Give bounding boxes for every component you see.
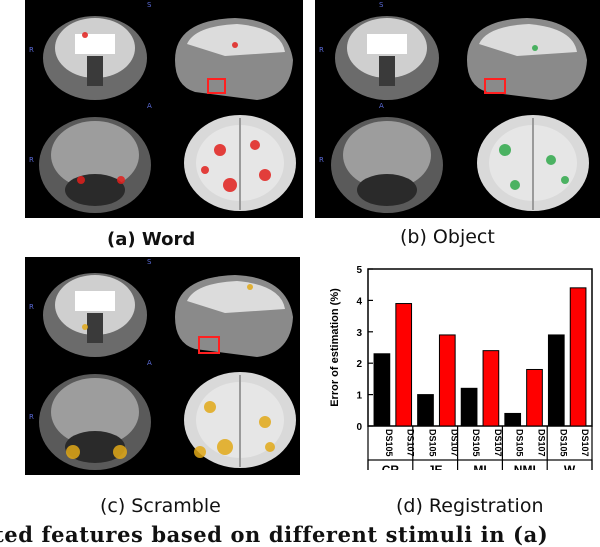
activation-blob [194, 446, 206, 458]
activation-blob [259, 416, 271, 428]
roi-box [207, 78, 226, 94]
activation-blob [247, 284, 253, 290]
y-tick-label: 1 [356, 391, 362, 402]
y-tick-label: 4 [356, 296, 362, 307]
brain-panel-word: S R A R [25, 0, 303, 218]
activation-blob [561, 176, 569, 184]
x-tick-label: DS105 [558, 429, 568, 457]
chart-bars [373, 287, 587, 427]
y-axis-label: Error of estimation (%) [329, 288, 341, 407]
x-tick-label: DS107 [406, 429, 416, 457]
activation-blob [259, 169, 271, 181]
bar-ds107-je [438, 334, 456, 427]
y-tick-label: 2 [356, 359, 362, 370]
x-tick-label: DS105 [515, 429, 525, 457]
coronal-slice [335, 16, 439, 100]
x-tick-label: DS107 [580, 429, 590, 457]
y-tick-label: 0 [356, 422, 362, 433]
plot-frame [367, 268, 593, 427]
activation-blob [82, 324, 88, 330]
activation-blob [66, 445, 80, 459]
brain-panel-scramble: S R A R [25, 257, 300, 475]
bar-ds107-cr [395, 303, 413, 427]
activation-blob [250, 140, 260, 150]
group-label: JE [428, 463, 443, 470]
activation-blob [532, 45, 538, 51]
roi-box [484, 78, 506, 94]
orient-label-a: A [379, 102, 384, 110]
caption-a: (a) Word [107, 229, 196, 250]
caption-c: (c) Scramble [100, 495, 221, 517]
x-tick-label: DS107 [449, 429, 459, 457]
orient-label-a: A [147, 359, 152, 367]
activation-blob [217, 439, 233, 455]
activation-blob [265, 442, 275, 452]
orient-label-r: R [319, 46, 324, 54]
orient-label-r: R [29, 46, 34, 54]
axial-slice [39, 117, 151, 213]
coronal-slice [43, 273, 147, 357]
sagittal-slice [175, 18, 293, 100]
bar-ds107-mi [482, 350, 500, 427]
bar-ds105-cr [373, 353, 391, 427]
activation-blob [77, 176, 85, 184]
3d-render [477, 115, 589, 211]
y-tick-label: 3 [356, 328, 362, 339]
bar-ds105-w [547, 334, 565, 427]
orient-label-s: S [379, 1, 384, 9]
brain-scan-scramble: S R A R [29, 258, 296, 470]
orient-label-r2: R [29, 156, 34, 164]
brain-panel-object: S R A R [315, 0, 600, 218]
caption-b: (b) Object [400, 226, 495, 248]
coronal-slice [43, 16, 147, 100]
activation-blob [223, 178, 237, 192]
bar-ds105-je [417, 394, 434, 427]
orient-label-s: S [147, 258, 152, 266]
sagittal-slice [175, 275, 293, 357]
orient-label-r: R [29, 303, 34, 311]
group-label: CR [382, 463, 400, 470]
group-label: W [564, 463, 576, 470]
bar-ds105-mi [460, 387, 478, 427]
axial-slice [39, 374, 151, 470]
bar-ds105-nmi [504, 412, 522, 427]
roi-box [198, 336, 220, 354]
chart-axes: 0 1 2 3 4 5 [356, 265, 593, 433]
axial-slice [331, 117, 443, 213]
bar-ds107-nmi [526, 368, 543, 427]
activation-blob [82, 32, 88, 38]
activation-blobs [499, 45, 569, 190]
activation-blob [113, 445, 127, 459]
brain-scan-word: S R A R [29, 1, 296, 213]
activation-blob [232, 42, 238, 48]
brain-scan-object: S R A R [319, 1, 589, 213]
activation-blob [214, 144, 226, 156]
activation-blob [201, 166, 209, 174]
body-text-fragment: ted features based on different stimuli … [0, 522, 549, 547]
bar-ds107-w [569, 287, 587, 427]
orient-label-s: S [147, 1, 152, 9]
activation-blobs [77, 32, 271, 192]
orient-label-a: A [147, 102, 152, 110]
activation-blobs [66, 284, 275, 459]
chart-labels: DS105 DS107 DS105 DS107 DS105 DS107 DS105 DS107… [367, 426, 593, 470]
3d-render [184, 115, 296, 211]
orient-label-r2: R [319, 156, 324, 164]
activation-blob [546, 155, 556, 165]
caption-d: (d) Registration [396, 495, 544, 517]
x-tick-label: DS107 [537, 429, 547, 457]
x-tick-label: DS105 [428, 429, 438, 457]
x-tick-label: DS105 [384, 429, 394, 457]
x-tick-label: DS105 [471, 429, 481, 457]
group-label: MI [473, 463, 486, 470]
activation-blob [510, 180, 520, 190]
group-label: NMI [514, 463, 536, 470]
x-tick-label: DS107 [493, 429, 503, 457]
activation-blob [117, 176, 125, 184]
activation-blob [204, 401, 216, 413]
y-tick-label: 5 [356, 265, 362, 276]
orient-label-r2: R [29, 413, 34, 421]
activation-blob [499, 144, 511, 156]
